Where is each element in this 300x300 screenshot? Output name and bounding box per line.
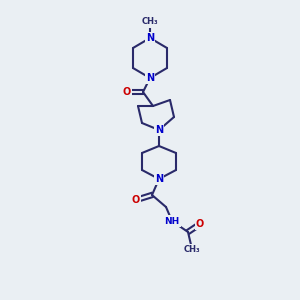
Text: CH₃: CH₃ [142, 17, 158, 26]
Text: N: N [155, 174, 163, 184]
Text: O: O [132, 195, 140, 205]
Text: CH₃: CH₃ [184, 244, 200, 253]
Text: O: O [123, 87, 131, 97]
Text: N: N [146, 73, 154, 83]
Text: N: N [155, 125, 163, 135]
Text: N: N [146, 33, 154, 43]
Text: O: O [196, 219, 204, 229]
Text: NH: NH [164, 217, 180, 226]
